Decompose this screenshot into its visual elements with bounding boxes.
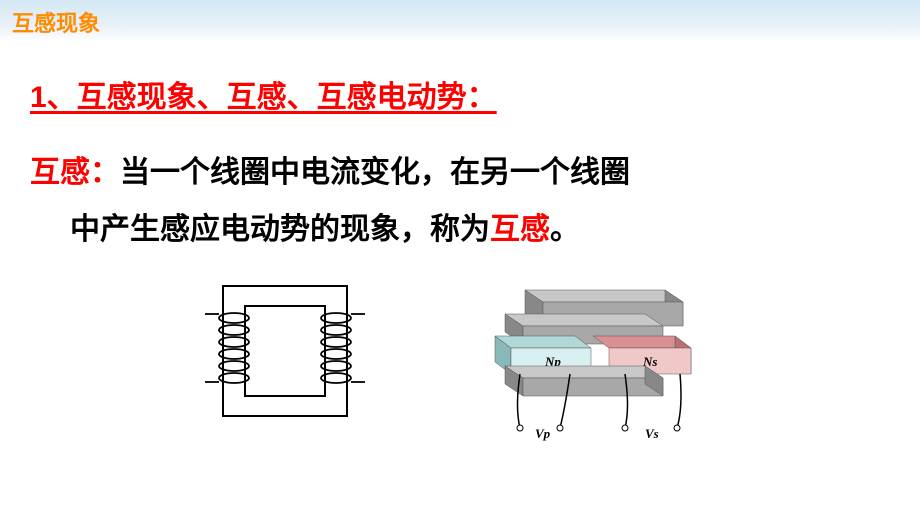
schematic-diagram bbox=[195, 278, 375, 433]
label-vp: Vp bbox=[535, 426, 551, 441]
def-part2: 中产生感应电动势的现象，称为互感。 bbox=[30, 201, 580, 258]
def-highlight: 互感 bbox=[490, 213, 550, 246]
transformer-diagram: Np Ns Vp bbox=[465, 278, 725, 448]
definition-text: 互感：当一个线圈中电流变化，在另一个线圈 中产生感应电动势的现象，称为互感。 bbox=[30, 144, 890, 258]
diagrams-row: Np Ns Vp bbox=[30, 278, 890, 448]
content-area: 1、互感现象、互感、互感电动势： 互感：当一个线圈中电流变化，在另一个线圈 中产… bbox=[0, 42, 920, 448]
page-title: 互感现象 bbox=[12, 11, 100, 36]
def-part1: 当一个线圈中电流变化，在另一个线圈 bbox=[120, 156, 630, 189]
schematic-icon bbox=[195, 278, 375, 433]
term-label: 互感： bbox=[30, 156, 120, 189]
def-end: 。 bbox=[550, 213, 580, 246]
transformer-icon: Np Ns Vp bbox=[465, 278, 725, 448]
header-bar: 互感现象 bbox=[0, 0, 920, 42]
label-vs: Vs bbox=[645, 426, 659, 441]
section-heading: 1、互感现象、互感、互感电动势： bbox=[30, 72, 890, 116]
